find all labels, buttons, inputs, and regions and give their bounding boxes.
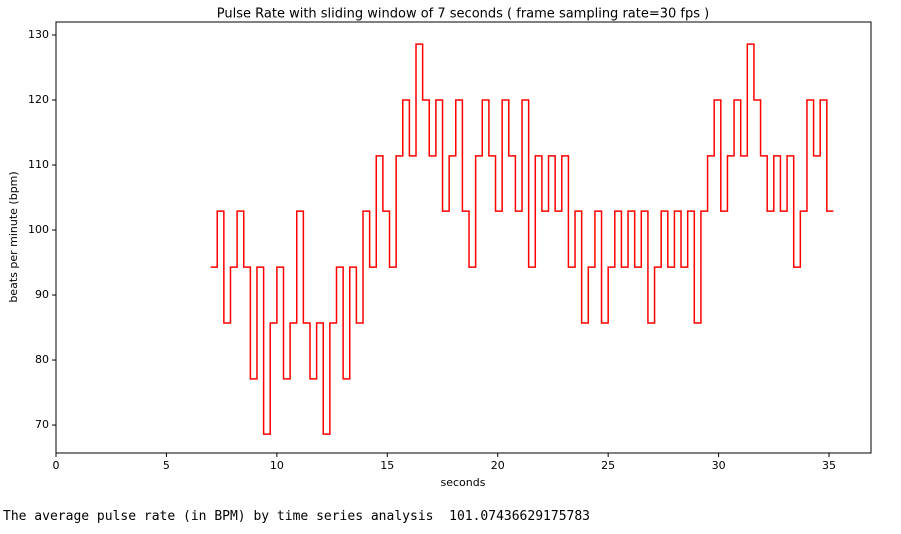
x-tick-label: 20 [491,459,505,472]
chart-title: Pulse Rate with sliding window of 7 seco… [217,7,709,22]
x-tick-label: 35 [822,459,836,472]
x-tick-label: 30 [712,459,726,472]
output-text: The average pulse rate (in BPM) by time … [3,509,590,524]
y-tick-label: 70 [35,418,49,431]
x-tick-label: 25 [601,459,615,472]
plot-frame [55,21,872,454]
y-axis-label: beats per minute (bpm) [7,171,20,302]
x-tick-label: 5 [163,459,170,472]
y-tick-label: 110 [28,158,49,171]
x-axis-label: seconds [441,476,486,489]
y-tick-label: 80 [35,353,49,366]
x-tick-label: 15 [380,459,394,472]
chart: Pulse Rate with sliding window of 7 seco… [7,7,872,489]
data-line [210,43,834,435]
y-tick-label: 120 [28,93,49,106]
x-tick-label: 0 [53,459,60,472]
x-tick-label: 10 [270,459,284,472]
y-tick-label: 90 [35,288,49,301]
y-tick-label: 130 [28,28,49,41]
y-tick-label: 100 [28,223,49,236]
